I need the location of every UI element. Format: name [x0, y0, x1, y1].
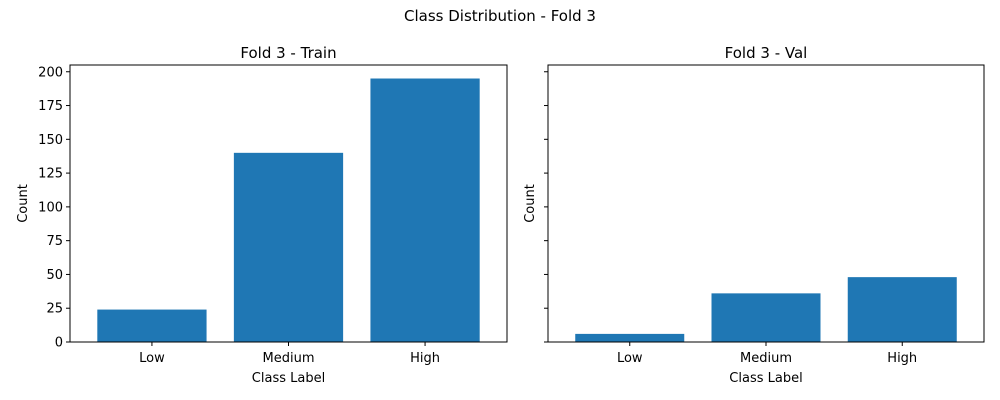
bar-series: [97, 78, 480, 342]
y-tick-label: 125: [38, 167, 63, 182]
y-tick-label: 175: [38, 99, 63, 114]
y-tick-label: 200: [38, 65, 63, 80]
y-tick-label: 75: [46, 234, 63, 249]
x-axis-ticks: Low Medium High: [139, 342, 440, 366]
bar-series: [575, 277, 957, 342]
subplot-val: Fold 3 - Val Low Medium High Class Label C…: [523, 44, 985, 386]
subplot-title: Fold 3 - Train: [240, 44, 336, 62]
bar-high: [370, 78, 480, 342]
y-axis-ticks: 0 25 50 75 100 125 150 175 200: [38, 65, 70, 351]
bar-low: [97, 309, 207, 342]
axes-frame: [547, 64, 985, 343]
axes-frame: [69, 64, 508, 343]
x-axis-label: Class Label: [252, 371, 325, 386]
subplot-train: Fold 3 - Train 0 25 50 75 100 125 150 175 200 Lo…: [16, 44, 508, 386]
y-tick-label: 25: [46, 302, 63, 317]
x-axis-ticks: Low Medium High: [617, 342, 917, 366]
x-tick-label: High: [410, 351, 440, 366]
y-tick-label: 150: [38, 133, 63, 148]
bar-high: [847, 277, 957, 342]
x-tick-label: Low: [617, 351, 643, 366]
bar-medium: [711, 293, 821, 342]
x-axis-label: Class Label: [729, 371, 802, 386]
y-axis-label: Count: [16, 184, 31, 223]
y-axis-ticks: [544, 71, 548, 343]
x-tick-label: Medium: [263, 351, 315, 366]
figure-suptitle: Class Distribution - Fold 3: [404, 7, 596, 25]
y-axis-label: Count: [523, 184, 538, 223]
x-tick-label: Medium: [740, 351, 792, 366]
x-tick-label: High: [887, 351, 917, 366]
bar-medium: [233, 152, 344, 342]
x-tick-label: Low: [139, 351, 165, 366]
y-tick-label: 0: [55, 336, 63, 351]
subplot-title: Fold 3 - Val: [725, 44, 808, 62]
y-tick-label: 100: [38, 200, 63, 215]
bar-low: [575, 333, 685, 342]
y-tick-label: 50: [46, 268, 63, 283]
